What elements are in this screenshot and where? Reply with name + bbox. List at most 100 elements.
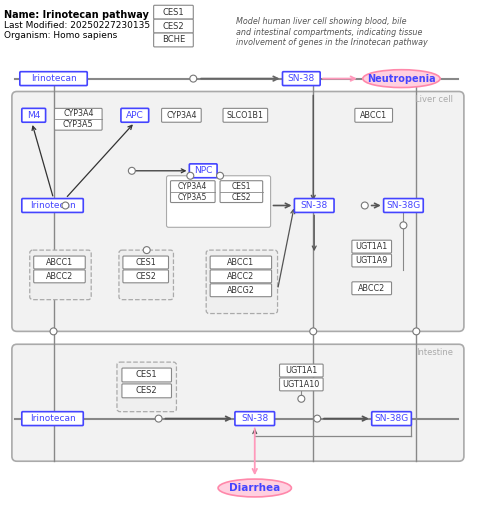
- Text: SN-38: SN-38: [241, 414, 268, 423]
- Text: CES2: CES2: [135, 272, 156, 281]
- FancyBboxPatch shape: [170, 181, 215, 202]
- Text: ABCC2: ABCC2: [358, 284, 385, 293]
- Text: UGT1A1: UGT1A1: [356, 242, 388, 251]
- FancyBboxPatch shape: [154, 5, 193, 19]
- Text: CYP3A5: CYP3A5: [178, 192, 207, 201]
- Text: SN-38G: SN-38G: [386, 201, 420, 210]
- Circle shape: [314, 415, 321, 422]
- FancyBboxPatch shape: [352, 282, 392, 294]
- Text: BCHE: BCHE: [162, 36, 185, 44]
- Text: CYP3A4: CYP3A4: [63, 109, 94, 118]
- FancyBboxPatch shape: [283, 72, 320, 86]
- Text: Irinotecan: Irinotecan: [31, 74, 76, 83]
- Text: ABCC2: ABCC2: [227, 272, 254, 281]
- FancyBboxPatch shape: [206, 250, 277, 314]
- FancyBboxPatch shape: [372, 412, 411, 426]
- Circle shape: [361, 202, 368, 209]
- FancyBboxPatch shape: [117, 362, 177, 412]
- Text: ABCC2: ABCC2: [46, 272, 73, 281]
- Text: CYP3A5: CYP3A5: [63, 120, 94, 129]
- FancyBboxPatch shape: [122, 368, 171, 382]
- Circle shape: [62, 202, 69, 209]
- Text: CES2: CES2: [163, 21, 184, 30]
- FancyBboxPatch shape: [123, 270, 168, 283]
- Circle shape: [413, 328, 420, 335]
- FancyBboxPatch shape: [162, 108, 201, 122]
- Circle shape: [400, 222, 407, 229]
- Text: ABCC1: ABCC1: [46, 258, 73, 267]
- Text: UGT1A10: UGT1A10: [283, 380, 320, 389]
- FancyBboxPatch shape: [34, 256, 85, 269]
- FancyBboxPatch shape: [235, 412, 275, 426]
- Text: Last Modified: 20250227230135: Last Modified: 20250227230135: [4, 21, 150, 30]
- Circle shape: [216, 172, 224, 179]
- Text: Liver cell: Liver cell: [415, 96, 453, 105]
- FancyBboxPatch shape: [352, 240, 392, 253]
- FancyBboxPatch shape: [154, 19, 193, 33]
- FancyBboxPatch shape: [22, 412, 83, 426]
- FancyBboxPatch shape: [119, 250, 173, 300]
- Circle shape: [128, 167, 135, 174]
- Text: Organism: Homo sapiens: Organism: Homo sapiens: [4, 31, 117, 40]
- Text: SN-38: SN-38: [288, 74, 315, 83]
- Circle shape: [50, 328, 57, 335]
- Text: SN-38: SN-38: [300, 201, 328, 210]
- Text: CES1: CES1: [135, 258, 156, 267]
- Text: Name: Irinotecan pathway: Name: Irinotecan pathway: [4, 10, 149, 20]
- Text: CES1: CES1: [232, 181, 251, 191]
- Circle shape: [298, 395, 305, 402]
- Text: ABCC1: ABCC1: [228, 258, 254, 267]
- Ellipse shape: [363, 70, 440, 87]
- FancyBboxPatch shape: [294, 199, 334, 212]
- Text: UGT1A1: UGT1A1: [285, 366, 317, 375]
- Text: CYP3A4: CYP3A4: [166, 111, 197, 120]
- FancyBboxPatch shape: [210, 270, 272, 283]
- FancyBboxPatch shape: [352, 254, 392, 267]
- Text: CES1: CES1: [136, 370, 157, 380]
- FancyBboxPatch shape: [20, 72, 87, 86]
- FancyBboxPatch shape: [12, 344, 464, 461]
- Text: CES2: CES2: [232, 192, 251, 201]
- FancyBboxPatch shape: [384, 199, 423, 212]
- Circle shape: [155, 415, 162, 422]
- FancyBboxPatch shape: [210, 284, 272, 297]
- Text: SLCO1B1: SLCO1B1: [227, 111, 264, 120]
- Text: Intestine: Intestine: [416, 348, 453, 357]
- Circle shape: [310, 328, 317, 335]
- FancyBboxPatch shape: [34, 270, 85, 283]
- FancyBboxPatch shape: [210, 256, 272, 269]
- FancyBboxPatch shape: [223, 108, 268, 122]
- Text: CYP3A4: CYP3A4: [178, 181, 207, 191]
- FancyBboxPatch shape: [279, 378, 323, 391]
- Text: Irinotecan: Irinotecan: [30, 414, 75, 423]
- Text: ABCC1: ABCC1: [360, 111, 387, 120]
- FancyBboxPatch shape: [154, 33, 193, 47]
- Text: CES1: CES1: [163, 8, 184, 17]
- Text: CES2: CES2: [136, 386, 157, 395]
- Text: Model human liver cell showing blood, bile
and intestinal compartments, indicati: Model human liver cell showing blood, bi…: [236, 17, 428, 47]
- Text: SN-38G: SN-38G: [374, 414, 408, 423]
- FancyBboxPatch shape: [220, 181, 263, 202]
- Text: UGT1A9: UGT1A9: [356, 256, 388, 265]
- FancyBboxPatch shape: [22, 108, 46, 122]
- Circle shape: [143, 247, 150, 254]
- Text: ABCG2: ABCG2: [227, 286, 255, 295]
- FancyBboxPatch shape: [189, 164, 217, 178]
- FancyBboxPatch shape: [30, 250, 91, 300]
- FancyBboxPatch shape: [279, 364, 323, 377]
- FancyBboxPatch shape: [121, 108, 149, 122]
- FancyBboxPatch shape: [122, 384, 171, 398]
- Text: M4: M4: [27, 111, 40, 120]
- Text: Irinotecan: Irinotecan: [30, 201, 75, 210]
- FancyBboxPatch shape: [167, 176, 271, 228]
- FancyBboxPatch shape: [55, 108, 102, 130]
- Circle shape: [190, 75, 197, 82]
- Circle shape: [187, 172, 194, 179]
- FancyBboxPatch shape: [123, 256, 168, 269]
- FancyBboxPatch shape: [12, 92, 464, 332]
- Text: NPC: NPC: [194, 166, 212, 175]
- Text: Neutropenia: Neutropenia: [367, 74, 436, 84]
- Text: Diarrhea: Diarrhea: [229, 483, 280, 493]
- Text: APC: APC: [126, 111, 144, 120]
- FancyBboxPatch shape: [355, 108, 393, 122]
